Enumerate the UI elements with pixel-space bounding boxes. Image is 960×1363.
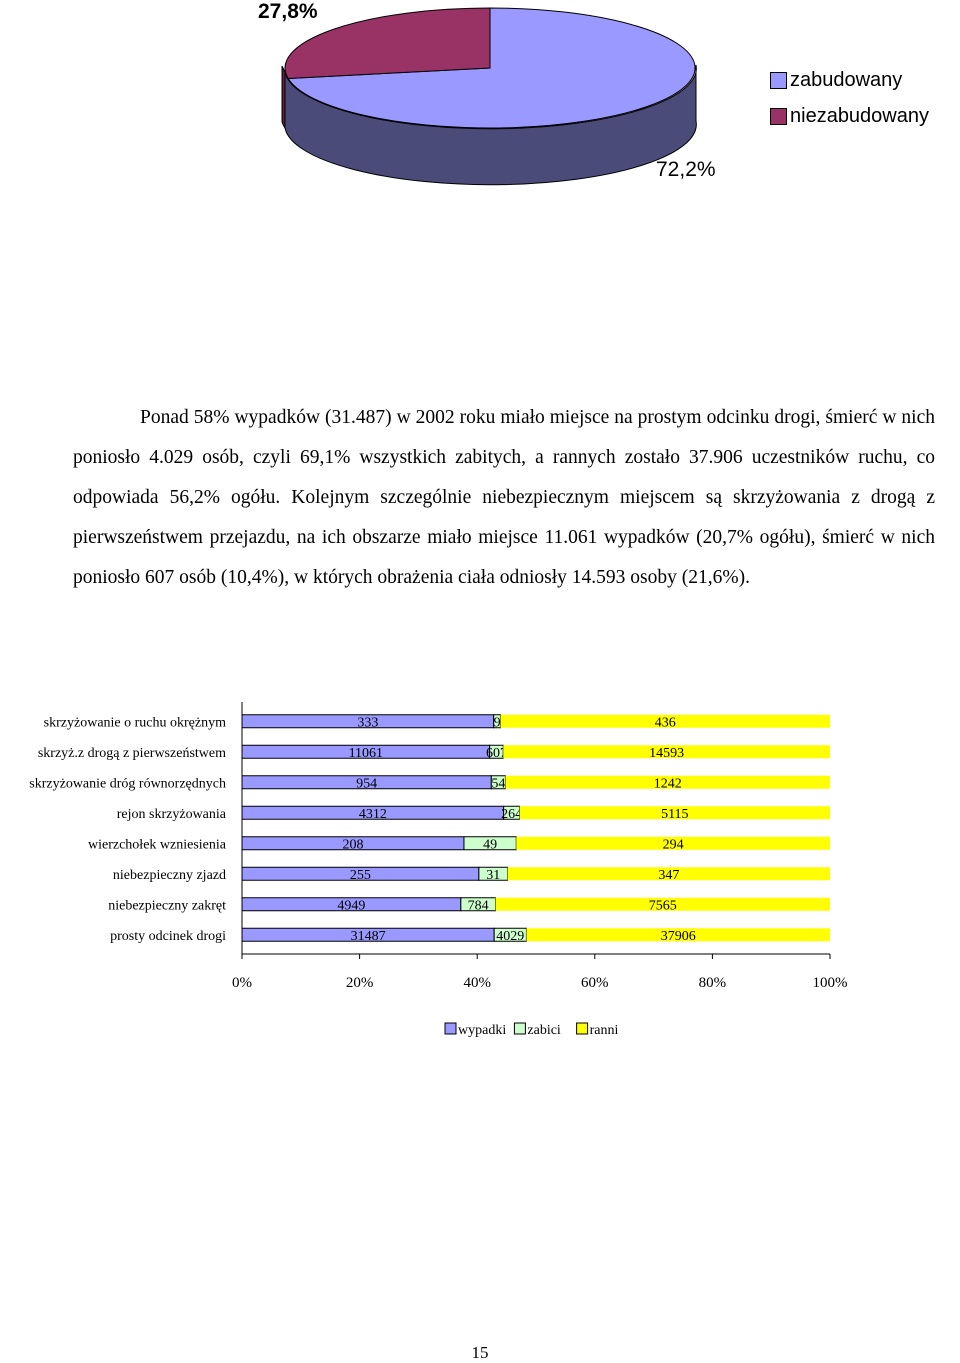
pie-chart — [281, 7, 697, 186]
category-label-prosty-odcinek-drogi: prosty odcinek drogi — [110, 929, 226, 944]
data-label-ranni-4: 294 — [663, 837, 684, 852]
pie-legend: zabudowany niezabudowany — [770, 62, 929, 134]
data-label-zabici-5: 31 — [486, 868, 500, 883]
bar-ranni-1 — [503, 745, 830, 759]
data-label-ranni-1: 14593 — [649, 746, 684, 761]
pie-legend-swatch-niezabudowany — [770, 107, 787, 125]
data-label-ranni-2: 1242 — [654, 776, 682, 791]
bar-ranni-4 — [516, 836, 830, 850]
body-paragraph: Ponad 58% wypadków (31.487) w 2002 roku … — [73, 407, 935, 588]
category-label-niebezpieczny-zakret: niebezpieczny zakręt — [108, 898, 226, 913]
pie-value-label-niezabudowany: 27,8% — [258, 0, 318, 23]
pie-value-label-zabudowany: 72,2% — [656, 158, 716, 181]
data-label-ranni-5: 347 — [658, 868, 679, 883]
data-label-wypadki-7: 31487 — [351, 929, 386, 944]
bar-ranni-2 — [505, 775, 830, 789]
category-label-skrzyz-z-droga-z-pierwszenstwem: skrzyż.z drogą z pierwszeństwem — [38, 746, 226, 761]
category-label-wierzcholek-wzniesienia: wierzchołek wzniesienia — [88, 837, 227, 852]
pie-slice-side-niezabudowany — [281, 65, 286, 130]
pie-legend-item-zabudowany: zabudowany — [770, 62, 929, 98]
data-label-ranni-3: 5115 — [661, 807, 688, 822]
legend-label-zabici: zabici — [527, 1023, 561, 1038]
pie-slice-niezabudowany — [284, 7, 491, 80]
x-tick-label-1: 20% — [346, 975, 374, 991]
data-label-wypadki-0: 333 — [357, 715, 378, 730]
category-label-rejon-skrzyzowania: rejon skrzyżowania — [117, 807, 227, 822]
x-tick-label-0: 0% — [232, 975, 252, 991]
category-label-skrzyzowanie-drog-rownorzednych: skrzyżowanie dróg równorzędnych — [29, 776, 226, 791]
pie-legend-label-niezabudowany: niezabudowany — [790, 104, 929, 127]
category-label-skrzyzowanie-o-ruchu-okreznym: skrzyżowanie o ruchu okrężnym — [44, 715, 226, 730]
data-label-ranni-6: 7565 — [649, 898, 677, 913]
data-label-wypadki-2: 954 — [356, 776, 377, 791]
bar-ranni-7 — [526, 928, 830, 942]
stacked-bar-chart: skrzyżowanie o ruchu okrężnym 333 9 436 skrz… — [29, 702, 848, 1038]
page-number: 15 — [471, 1343, 489, 1362]
pie-slice-zabudowany — [287, 7, 696, 129]
data-label-wypadki-4: 208 — [342, 837, 363, 852]
data-label-zabici-4: 49 — [483, 837, 497, 852]
data-label-wypadki-3: 4312 — [359, 807, 387, 822]
data-label-zabici-6: 784 — [468, 898, 489, 913]
bar-ranni-0 — [500, 714, 830, 728]
data-label-zabici-0: 9 — [494, 715, 501, 730]
data-label-ranni-0: 436 — [655, 715, 676, 730]
x-tick-label-2: 40% — [463, 975, 491, 991]
pie-legend-label-zabudowany: zabudowany — [790, 68, 903, 91]
data-label-wypadki-1: 11061 — [349, 746, 383, 761]
legend-label-ranni: ranni — [590, 1023, 619, 1038]
pie-legend-swatch-zabudowany — [770, 71, 787, 89]
legend-swatch-zabici — [513, 1022, 526, 1035]
legend-swatch-ranni — [576, 1022, 589, 1035]
pie-legend-item-niezabudowany: niezabudowany — [770, 98, 929, 134]
bar-ranni-6 — [495, 897, 830, 911]
data-label-ranni-7: 37906 — [661, 929, 696, 944]
x-tick-label-3: 60% — [581, 975, 609, 991]
data-label-zabici-2: 54 — [491, 776, 505, 791]
bar-ranni-3 — [519, 806, 830, 820]
data-label-wypadki-5: 255 — [350, 868, 371, 883]
legend-swatch-wypadki — [444, 1022, 457, 1035]
data-label-zabici-7: 4029 — [496, 929, 524, 944]
x-tick-label-4: 80% — [699, 975, 727, 991]
bar-ranni-5 — [507, 867, 830, 881]
data-label-wypadki-6: 4949 — [337, 898, 365, 913]
x-tick-label-5: 100% — [813, 975, 848, 991]
category-label-niebezpieczny-zjazd: niebezpieczny zjazd — [113, 868, 226, 883]
data-label-zabici-1: 607 — [486, 746, 507, 761]
legend-label-wypadki: wypadki — [458, 1023, 506, 1038]
data-label-zabici-3: 264 — [501, 807, 522, 822]
